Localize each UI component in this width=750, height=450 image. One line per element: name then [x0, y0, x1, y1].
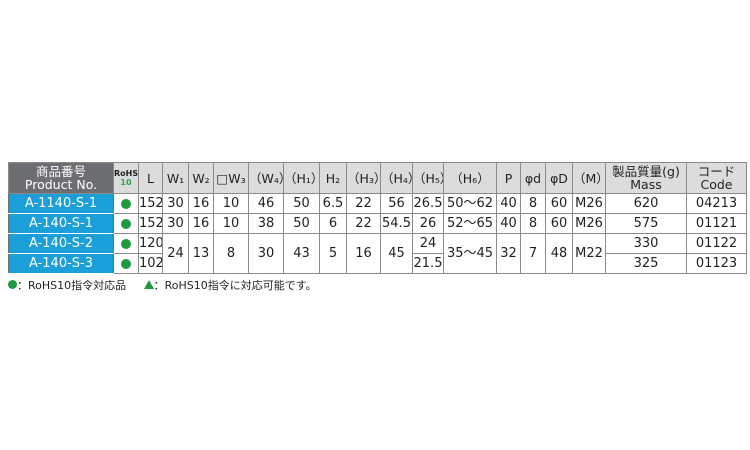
cell: 30	[248, 233, 284, 274]
cell: 152	[138, 193, 163, 214]
rohs-compliant-icon	[121, 218, 131, 229]
product-no: A-1140-S-1	[8, 193, 114, 214]
cell: 13	[188, 233, 214, 274]
cell: M26	[572, 193, 606, 214]
cell: 35～45	[443, 233, 497, 274]
cell: 16	[188, 213, 214, 234]
table-row: A-1140-S-1 152 30 16 10 46 50 6.5 22 56 …	[8, 193, 747, 214]
col-header: □W₃	[213, 162, 249, 194]
cell: 6	[319, 213, 347, 234]
cell: M22	[572, 233, 606, 274]
cell: 60	[545, 193, 573, 214]
rohs-legend: ：RoHS10指令対応品 ：RoHS10指令に対応可能です。	[8, 277, 317, 293]
col-header: （H₄）	[380, 162, 413, 194]
cell: 50	[283, 213, 320, 234]
col-header: （H₁）	[283, 162, 320, 194]
cell: 40	[496, 193, 521, 214]
rohs-header: RoHS 10	[113, 162, 139, 194]
product-no: A-140-S-2	[8, 233, 114, 254]
cell: 8	[213, 233, 249, 274]
cell: 10	[213, 193, 249, 214]
cell: 152	[138, 213, 163, 234]
cell: 40	[496, 213, 521, 234]
cell: 46	[248, 193, 284, 214]
rohs-cell	[113, 193, 139, 214]
mass-cell: 325	[605, 253, 687, 274]
mass-header: 製品質量(g) Mass	[605, 162, 687, 194]
col-header: φD	[545, 162, 573, 194]
cell: 16	[346, 233, 381, 274]
cell: 45	[380, 233, 413, 274]
cell: 24	[412, 233, 444, 254]
col-header: （M）	[572, 162, 606, 194]
triangle-icon	[143, 280, 154, 289]
col-header: P	[496, 162, 521, 194]
cell: 16	[188, 193, 214, 214]
cell: M26	[572, 213, 606, 234]
cell: 6.5	[319, 193, 347, 214]
cell: 10	[213, 213, 249, 234]
cell: 26.5	[412, 193, 444, 214]
cell: 5	[319, 233, 347, 274]
rohs-compliant-icon	[121, 198, 131, 209]
cell: 30	[162, 213, 189, 234]
cell: 38	[248, 213, 284, 234]
col-header: W₂	[188, 162, 214, 194]
cell: 24	[162, 233, 189, 274]
legend-circle-text: ：RoHS10指令対応品	[17, 279, 127, 292]
legend-triangle-text: ：RoHS10指令に対応可能です。	[153, 279, 317, 292]
mass-cell: 575	[605, 213, 687, 234]
rohs-cell	[113, 253, 139, 274]
cell: 21.5	[412, 253, 444, 274]
cell: 102	[138, 253, 163, 274]
cell: 7	[520, 233, 546, 274]
table-row: A-140-S-1 152 30 16 10 38 50 6 22 54.5 2…	[8, 213, 747, 234]
product-no: A-140-S-3	[8, 253, 114, 274]
col-header: L	[138, 162, 163, 194]
cell: 52～65	[443, 213, 497, 234]
table-row: A-140-S-3 102 21.5 325 01123	[8, 253, 747, 274]
cell: 56	[380, 193, 413, 214]
circle-icon	[8, 280, 17, 289]
cell: 50～62	[443, 193, 497, 214]
product-no: A-140-S-1	[8, 213, 114, 234]
rohs-compliant-icon	[121, 238, 131, 249]
code-cell: 04213	[686, 193, 747, 214]
cell: 54.5	[380, 213, 413, 234]
cell: 8	[520, 213, 546, 234]
cell: 22	[346, 193, 381, 214]
code-cell: 01123	[686, 253, 747, 274]
cell: 32	[496, 233, 521, 274]
rohs-compliant-icon	[121, 258, 131, 269]
cell: 30	[162, 193, 189, 214]
code-cell: 01122	[686, 233, 747, 254]
col-header: （H₆）	[443, 162, 497, 194]
col-header: W₁	[162, 162, 189, 194]
mass-cell: 330	[605, 233, 687, 254]
mass-cell: 620	[605, 193, 687, 214]
table-row: A-140-S-2 120 24 13 8 30 43 5 16 45 24 3…	[8, 233, 747, 274]
cell: 60	[545, 213, 573, 234]
col-header: （H₅）	[412, 162, 444, 194]
col-header: φd	[520, 162, 546, 194]
cell: 48	[545, 233, 573, 274]
cell: 8	[520, 193, 546, 214]
col-header: （H₃）	[346, 162, 381, 194]
cell: 120	[138, 233, 163, 254]
cell: 43	[283, 233, 320, 274]
cell: 22	[346, 213, 381, 234]
code-header: コード Code	[686, 162, 747, 194]
rohs-cell	[113, 213, 139, 234]
cell: 50	[283, 193, 320, 214]
code-cell: 01121	[686, 213, 747, 234]
rohs-cell	[113, 233, 139, 254]
cell: 26	[412, 213, 444, 234]
col-header: （W₄）	[248, 162, 284, 194]
product-no-header: 商品番号 Product No.	[8, 162, 114, 194]
col-header: H₂	[319, 162, 347, 194]
